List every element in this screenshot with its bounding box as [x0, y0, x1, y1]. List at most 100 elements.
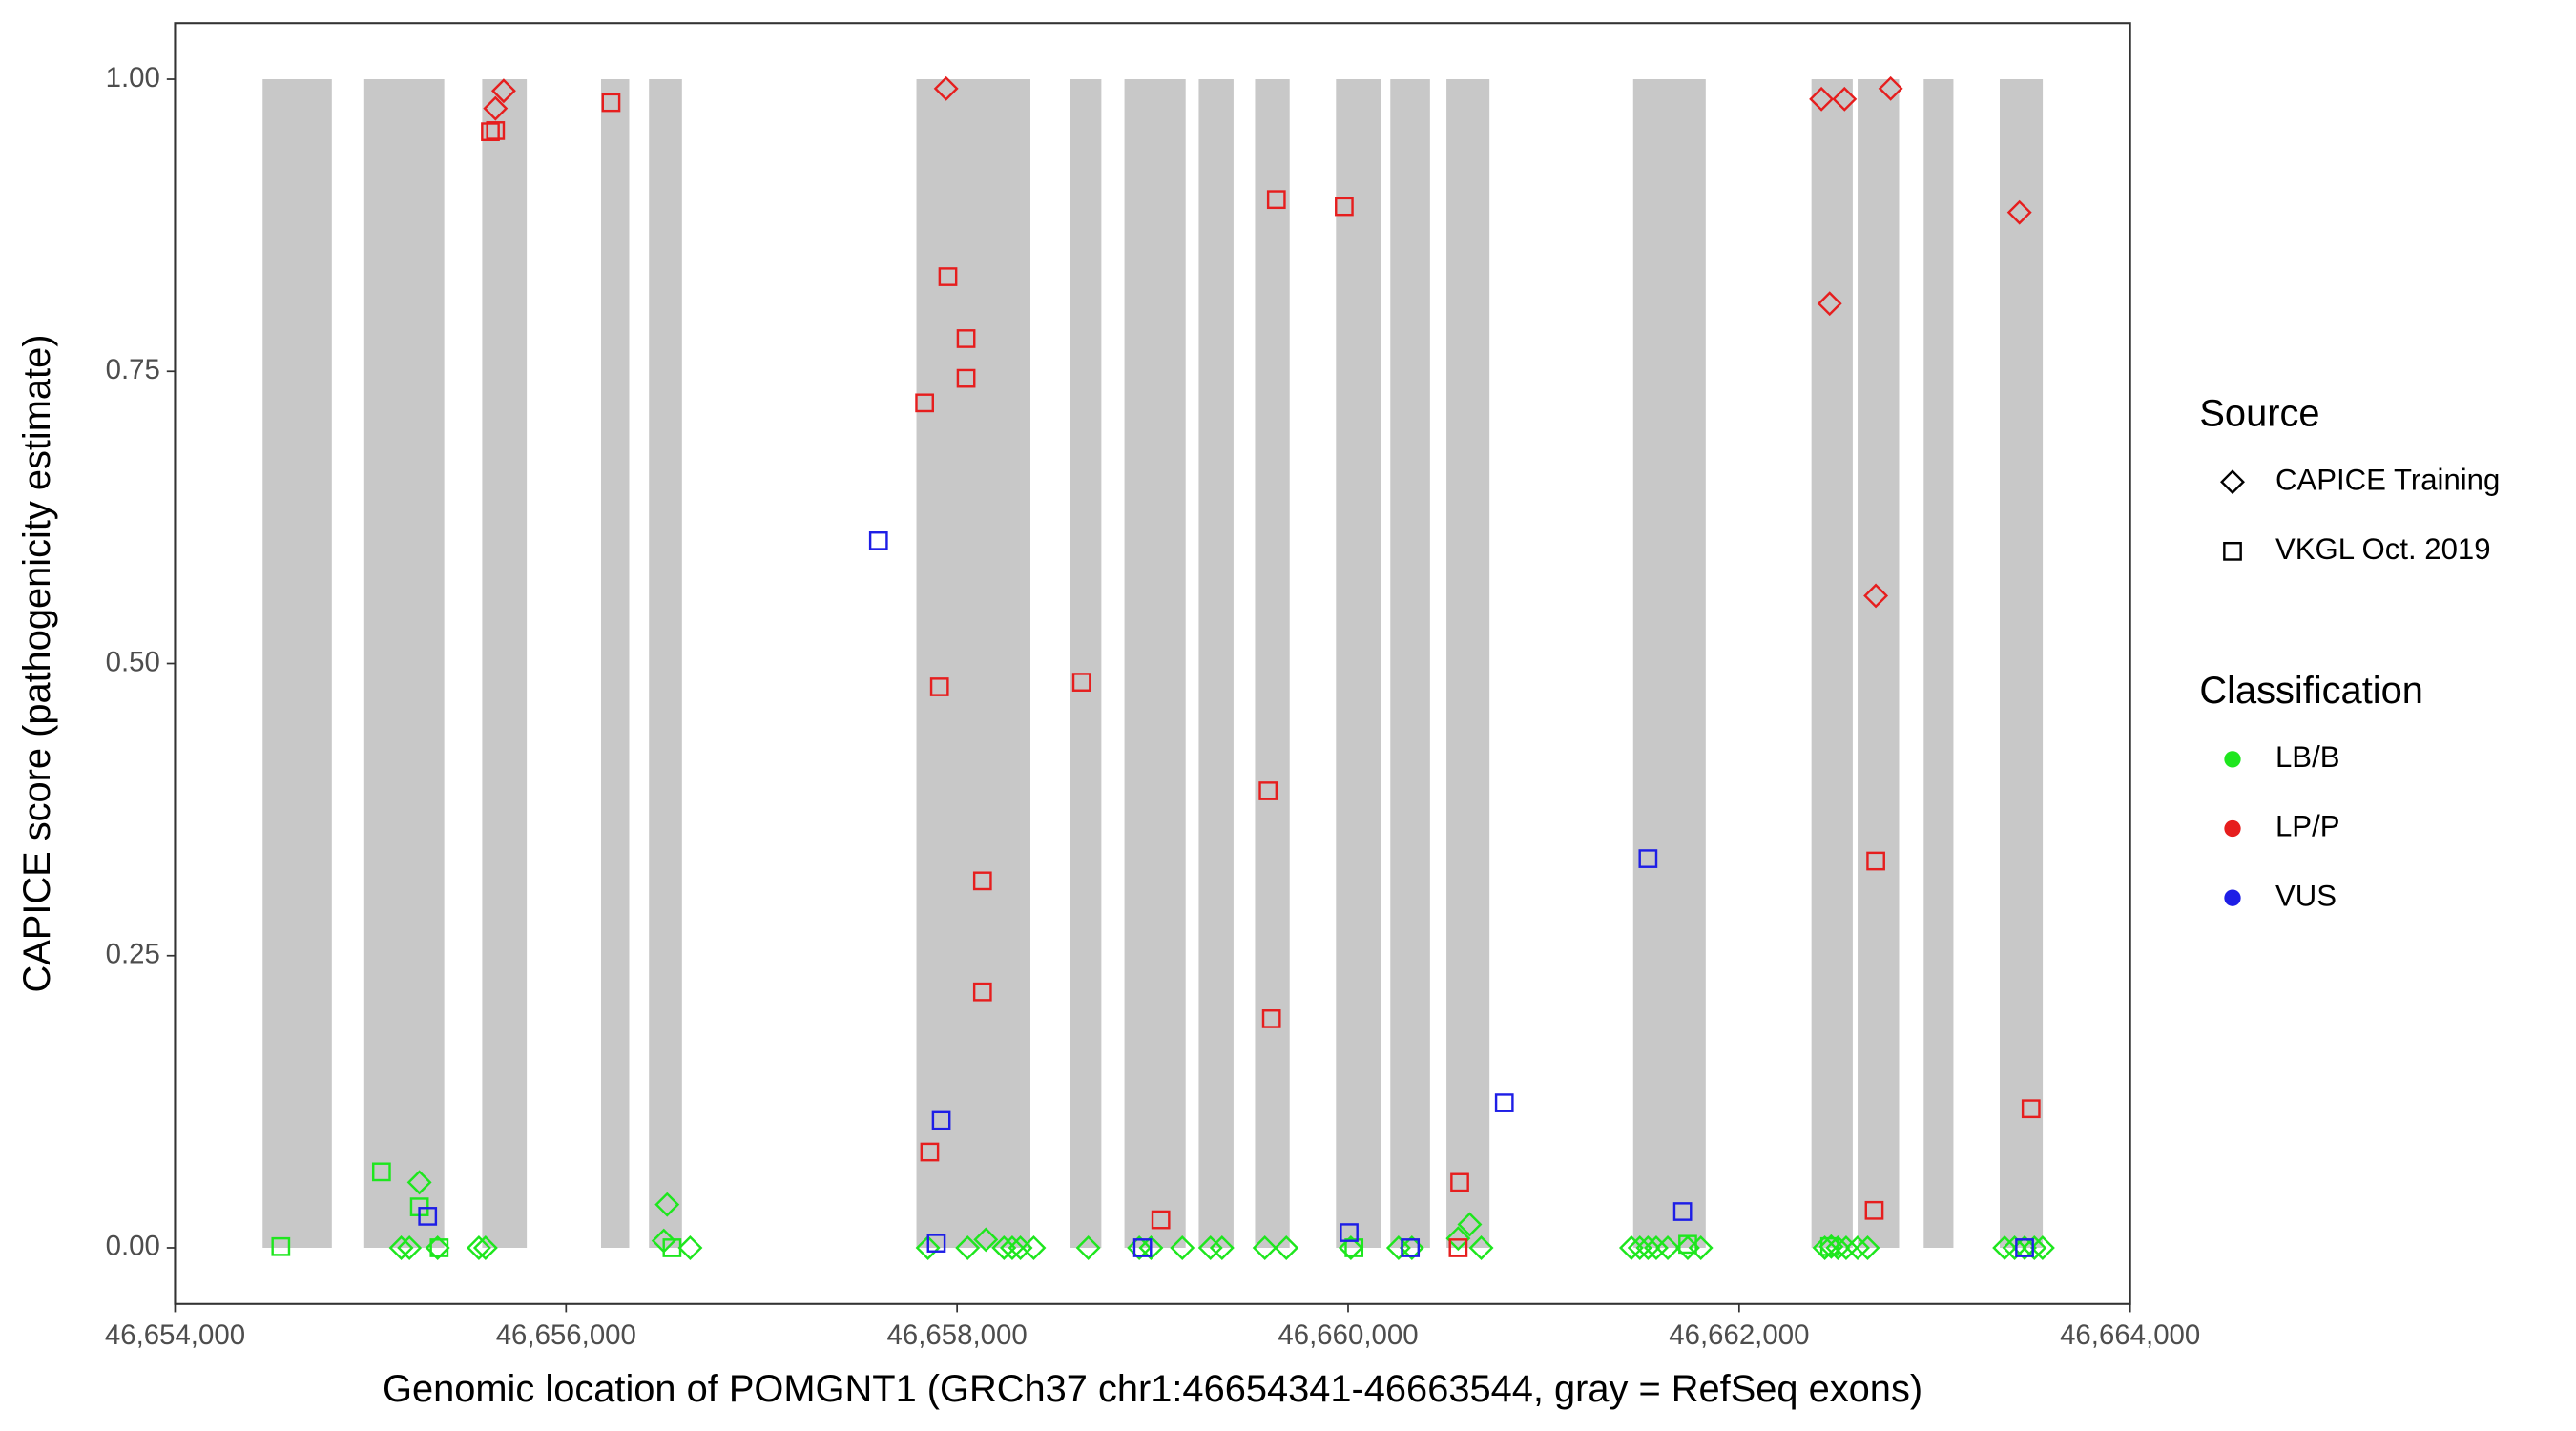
data-point	[1845, 1235, 1870, 1260]
data-point	[972, 871, 992, 891]
x-tick-label: 46,656,000	[496, 1319, 636, 1351]
data-point	[1992, 1235, 2018, 1260]
data-point	[466, 1235, 491, 1260]
exon	[1858, 79, 1900, 1248]
data-point	[1197, 1235, 1223, 1260]
data-point	[472, 1235, 498, 1260]
y-tick-label: 0.25	[106, 939, 160, 970]
data-point	[926, 1234, 946, 1253]
data-point	[1468, 1235, 1494, 1260]
exon	[262, 79, 332, 1248]
data-point	[486, 121, 506, 140]
data-point	[1672, 1202, 1693, 1221]
data-point	[1655, 1235, 1681, 1260]
data-point	[2015, 1238, 2034, 1257]
data-point	[1618, 1235, 1644, 1260]
legend-label: LP/P	[2275, 810, 2339, 843]
data-point	[1266, 190, 1286, 210]
exon	[1632, 79, 1706, 1248]
data-point	[956, 329, 976, 348]
exon	[2000, 79, 2044, 1248]
y-tick-label: 0.50	[106, 646, 160, 677]
data-point	[1132, 1238, 1153, 1257]
data-point	[868, 531, 888, 550]
data-point	[1678, 1234, 1697, 1255]
data-point	[1344, 1238, 1364, 1257]
exon	[1255, 79, 1290, 1248]
exon	[1070, 79, 1102, 1248]
data-point	[999, 1235, 1025, 1260]
data-point	[938, 267, 958, 286]
legend-marker	[2224, 751, 2241, 768]
legend-marker	[2224, 889, 2241, 906]
legend-title: Source	[2199, 393, 2319, 435]
data-point	[1819, 1236, 1839, 1256]
data-point	[1335, 197, 1354, 217]
x-tick-label: 46,654,000	[105, 1319, 245, 1351]
data-point	[1340, 1223, 1359, 1242]
data-point	[371, 1162, 391, 1182]
data-point	[991, 1235, 1017, 1260]
x-tick-label: 46,660,000	[1278, 1319, 1418, 1351]
data-point	[1817, 291, 1842, 317]
data-point	[2006, 199, 2032, 225]
data-point	[2029, 1235, 2055, 1260]
legend-label: LB/B	[2275, 740, 2339, 774]
data-point	[955, 1235, 981, 1260]
data-point	[1864, 1200, 1884, 1220]
data-point	[406, 1170, 432, 1195]
data-point	[1878, 75, 1903, 101]
data-point	[1274, 1235, 1299, 1260]
data-point	[1688, 1235, 1714, 1260]
legend-marker	[2220, 469, 2245, 495]
exon	[1124, 79, 1186, 1248]
data-point	[397, 1235, 423, 1260]
data-point	[1071, 673, 1091, 692]
data-point	[933, 75, 959, 101]
exon	[363, 79, 445, 1248]
data-point	[973, 1227, 999, 1253]
exon	[649, 79, 682, 1248]
legend-marker	[2223, 541, 2242, 561]
data-point	[483, 95, 509, 121]
data-point	[972, 982, 992, 1002]
data-point	[429, 1238, 449, 1257]
x-tick-label: 46,662,000	[1669, 1319, 1809, 1351]
data-point	[956, 368, 976, 388]
data-point	[1138, 1235, 1164, 1260]
data-point	[1866, 851, 1885, 871]
y-tick-label: 1.00	[106, 62, 160, 93]
y-axis-title: CAPICE score (pathogenicity estimate)	[16, 335, 58, 993]
data-point	[1261, 1009, 1281, 1028]
x-tick-label: 46,664,000	[2060, 1319, 2200, 1351]
data-point	[1643, 1235, 1669, 1260]
legend-label: VKGL Oct. 2019	[2275, 532, 2491, 566]
legend-title: Classification	[2199, 670, 2422, 712]
data-point	[931, 1110, 951, 1130]
data-point	[271, 1236, 291, 1256]
data-point	[601, 93, 621, 113]
data-point	[929, 677, 949, 696]
legend-label: CAPICE Training	[2275, 463, 2500, 496]
data-point	[1457, 1212, 1483, 1237]
data-point	[1627, 1235, 1652, 1260]
data-point	[418, 1207, 438, 1226]
exon	[916, 79, 1030, 1248]
data-point	[490, 78, 516, 104]
data-point	[920, 1142, 940, 1162]
data-point	[1855, 1235, 1880, 1260]
data-point	[1075, 1235, 1101, 1260]
data-point	[1170, 1235, 1195, 1260]
data-point	[1209, 1235, 1235, 1260]
data-point	[1445, 1226, 1471, 1252]
exon	[1811, 79, 1853, 1248]
exon	[1336, 79, 1381, 1248]
x-axis-title: Genomic location of POMGNT1 (GRCh37 chr1…	[383, 1368, 1922, 1410]
exon	[1198, 79, 1234, 1248]
data-point	[915, 393, 935, 413]
data-point	[1252, 1235, 1278, 1260]
data-point	[1401, 1238, 1421, 1257]
exon	[482, 79, 528, 1248]
data-point	[1151, 1210, 1171, 1230]
